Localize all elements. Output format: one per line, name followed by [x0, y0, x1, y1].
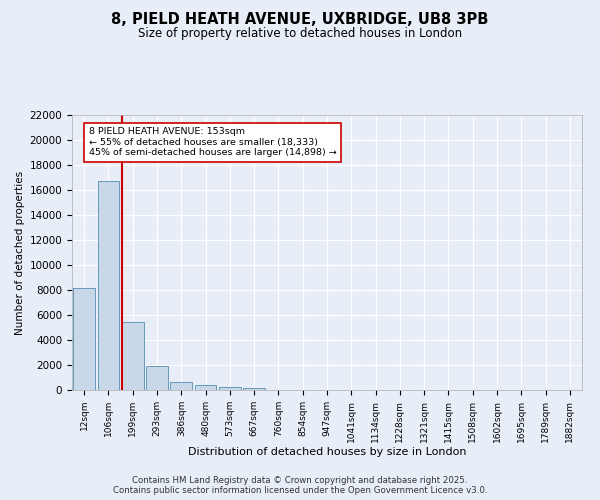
Bar	[97, 181, 119, 390]
Bar	[170, 382, 192, 390]
Text: Size of property relative to detached houses in London: Size of property relative to detached ho…	[138, 28, 462, 40]
Text: 8 PIELD HEATH AVENUE: 153sqm
← 55% of detached houses are smaller (18,333)
45% o: 8 PIELD HEATH AVENUE: 153sqm ← 55% of de…	[89, 128, 337, 158]
Y-axis label: Number of detached properties: Number of detached properties	[16, 170, 25, 334]
Bar	[219, 386, 241, 390]
Bar	[122, 322, 143, 390]
Bar	[73, 288, 95, 390]
Bar	[146, 366, 168, 390]
Bar	[243, 388, 265, 390]
X-axis label: Distribution of detached houses by size in London: Distribution of detached houses by size …	[188, 448, 466, 458]
Text: Contains HM Land Registry data © Crown copyright and database right 2025.
Contai: Contains HM Land Registry data © Crown c…	[113, 476, 487, 495]
Bar	[194, 386, 217, 390]
Text: 8, PIELD HEATH AVENUE, UXBRIDGE, UB8 3PB: 8, PIELD HEATH AVENUE, UXBRIDGE, UB8 3PB	[112, 12, 488, 28]
